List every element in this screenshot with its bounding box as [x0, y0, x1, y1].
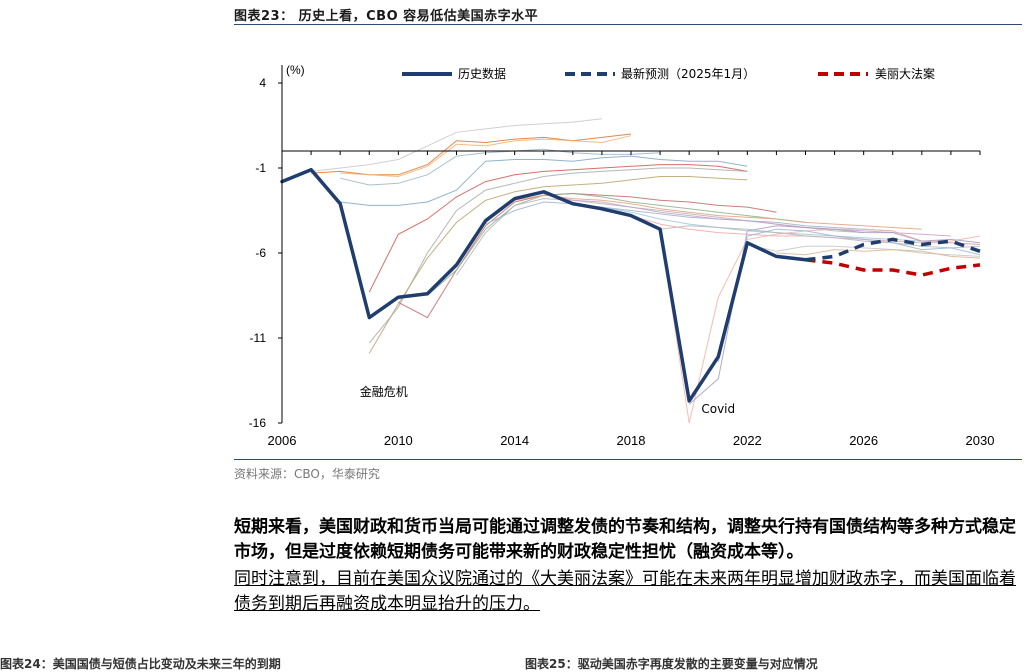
source-note: 资料来源：CBO，华泰研究: [234, 467, 380, 481]
x-tick-label: 2010: [384, 433, 413, 448]
x-tick-label: 2022: [733, 433, 762, 448]
x-tick-label: 2018: [617, 433, 646, 448]
forecast-vintage-line: [340, 135, 632, 178]
forecast-vintage-line: [485, 201, 893, 232]
legend-label: 历史数据: [458, 66, 506, 81]
chart-annotation: 金融危机: [360, 384, 408, 399]
x-tick-label: 2006: [268, 433, 297, 448]
y-tick-label: -16: [249, 416, 267, 430]
forecast-vintage-line: [368, 176, 748, 354]
paragraph-big-beautiful-bill: 同时注意到，目前在美国众议院通过的《大美丽法案》可能在未来两年明显增加财政赤字，…: [234, 569, 1016, 614]
forecast-vintage-line: [601, 210, 981, 245]
deficit-chart: 4 -1 -6 -11 -16 (%) 2006 2010 2014 2018 2022 2026 20…: [249, 63, 995, 448]
forecast-vintage-line: [688, 225, 981, 405]
legend-label: 美丽大法案: [875, 66, 935, 81]
forecast-vintage-line: [340, 148, 661, 186]
forecast-vintage-line: [776, 249, 981, 259]
x-tick-label: 2030: [966, 433, 995, 448]
next-figure-left: 图表24：美国国债与短债占比变动及未来三年的到期: [0, 657, 281, 671]
forecast-vintage-line: [543, 193, 951, 237]
forecast-vintage-line: [368, 164, 748, 293]
next-figure-right: 图表25：驱动美国赤字再度发散的主要变量与对应情况: [525, 657, 818, 671]
forecast-vintage-line: [311, 118, 602, 172]
figure-title: 图表23： 历史上看，CBO 容易低估美国赤字水平: [234, 9, 539, 24]
paragraph-short-term: 短期来看，美国财政和货币当局可能通过调整发债的节奏和结构，调整央行持有国债结构等…: [234, 517, 1016, 562]
y-tick-label: 4: [259, 76, 266, 90]
y-tick-label: -1: [255, 161, 266, 175]
forecast-vintage-line: [747, 244, 981, 257]
source-rule: [234, 459, 1022, 460]
forecast-vintage-line: [514, 194, 922, 230]
forecast-vintage-line: [717, 228, 981, 362]
forecast-vintage-line: [659, 228, 981, 424]
big-beautiful-bill-line: [805, 258, 981, 277]
forecast-vintage-line: [427, 192, 806, 296]
forecast-vintage-line: [368, 167, 748, 344]
legend-label: 最新预测（2025年1月）: [621, 66, 755, 81]
y-tick-label: -6: [255, 246, 266, 260]
latest-forecast-line: [805, 237, 981, 262]
x-tick-label: 2014: [500, 433, 529, 448]
historical-data-line: [280, 167, 808, 403]
y-tick-label: -11: [250, 331, 267, 345]
y-axis-unit: (%): [286, 63, 305, 77]
forecast-vintage-line: [340, 155, 748, 206]
chart-annotation: Covid: [701, 402, 735, 416]
title-rule: [234, 24, 1022, 25]
x-tick-label: 2026: [849, 433, 878, 448]
